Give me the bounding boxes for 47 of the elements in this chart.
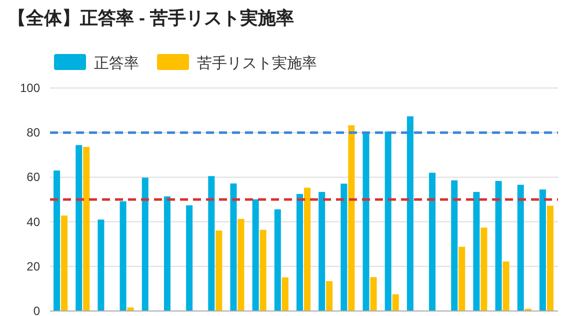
bar	[546, 206, 554, 311]
bar	[282, 277, 288, 311]
bar	[61, 216, 68, 311]
bar	[495, 180, 502, 311]
y-tick-label: 60	[26, 170, 40, 184]
y-tick-label: 100	[20, 81, 40, 95]
y-tick-label: 0	[33, 304, 40, 316]
bar	[326, 281, 333, 311]
bar	[260, 230, 266, 311]
bar	[406, 116, 414, 311]
bar	[76, 145, 82, 311]
y-tick-label: 80	[26, 126, 40, 140]
bar	[208, 176, 215, 311]
y-tick-label: 40	[26, 214, 40, 229]
bar	[296, 194, 303, 311]
bar	[451, 180, 458, 311]
bar	[216, 230, 222, 311]
bar	[318, 192, 326, 311]
bar	[502, 261, 510, 311]
bar	[164, 196, 170, 311]
bar	[304, 188, 311, 311]
bar	[230, 183, 237, 311]
bar	[480, 228, 488, 311]
bar	[539, 189, 546, 311]
bar	[473, 192, 480, 311]
legend-label: 正答率	[94, 55, 139, 72]
bar	[98, 220, 104, 311]
bar	[252, 199, 259, 311]
bar	[186, 205, 193, 311]
bar	[348, 125, 355, 311]
bar	[429, 172, 436, 311]
bar	[54, 170, 60, 311]
bar	[362, 133, 370, 311]
bar	[120, 201, 126, 311]
legend-label: 苦手リスト実施率	[197, 55, 317, 72]
bar	[340, 184, 348, 311]
bar	[83, 146, 90, 311]
bar	[392, 294, 399, 311]
bar	[274, 209, 281, 311]
bar	[238, 218, 244, 311]
chart-title: 【全体】正答率 - 苦手リスト実施率	[8, 8, 294, 28]
bar	[384, 131, 392, 311]
bar	[142, 178, 148, 311]
bar	[458, 246, 466, 311]
bar	[370, 277, 377, 311]
y-tick-label: 20	[26, 259, 40, 274]
bar	[517, 184, 524, 311]
